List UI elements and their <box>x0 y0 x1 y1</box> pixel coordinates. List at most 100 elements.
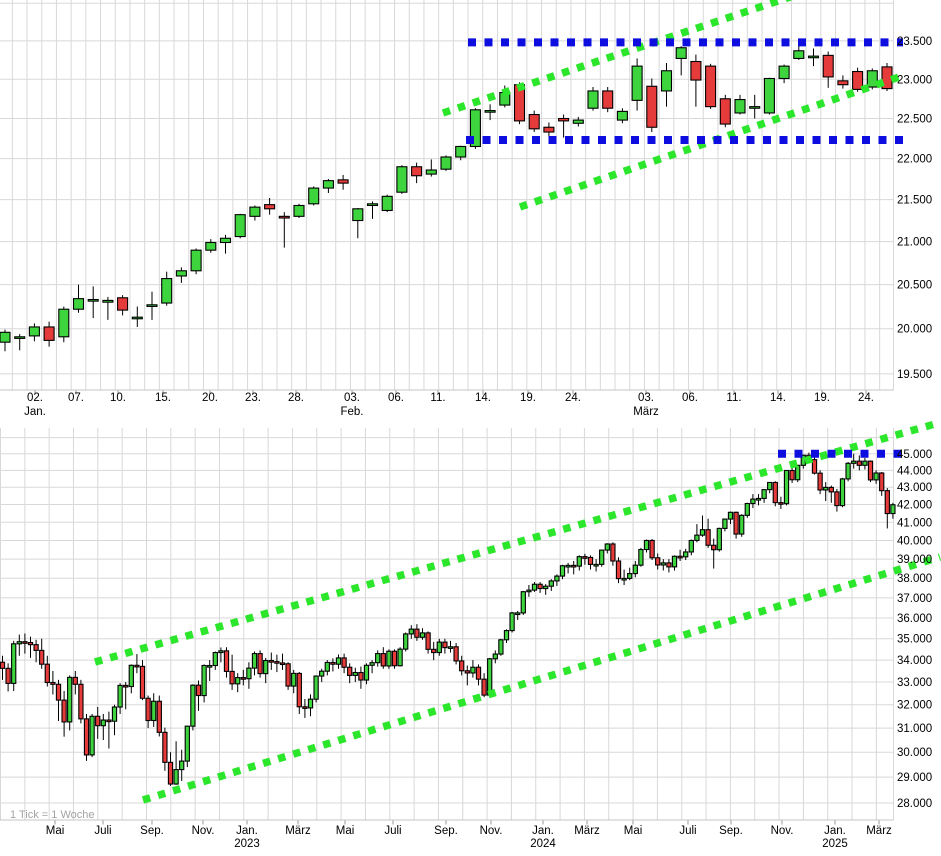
y-axis-label: 40.000 <box>897 535 932 547</box>
candle <box>229 670 235 685</box>
candle <box>212 651 218 667</box>
candle <box>33 644 39 651</box>
candle <box>873 472 879 481</box>
candle <box>795 464 801 481</box>
y-axis-label: 38.000 <box>897 573 932 585</box>
x-axis-label: Sep. <box>719 825 743 837</box>
candle <box>783 469 790 505</box>
candle <box>778 502 784 505</box>
candle <box>72 676 78 685</box>
candle <box>884 490 890 515</box>
y-axis-label: 23.000 <box>897 74 932 86</box>
x-axis-label: 28. <box>288 392 304 404</box>
candle <box>675 47 687 59</box>
trend-channel-lower <box>518 72 904 211</box>
horizontal-gridlines <box>0 437 894 804</box>
x-axis-label: Mai <box>624 825 643 837</box>
candle <box>55 683 62 701</box>
candle <box>526 589 532 593</box>
candle <box>627 573 633 579</box>
candle <box>587 90 599 109</box>
candle <box>50 681 56 685</box>
candle <box>660 70 673 92</box>
candle <box>403 633 409 650</box>
candle <box>734 99 746 114</box>
y-axis-label: 21.000 <box>897 237 932 249</box>
candle <box>711 544 717 551</box>
candle <box>117 684 123 708</box>
candle <box>324 661 330 672</box>
candle <box>727 511 734 520</box>
candle <box>419 632 426 638</box>
candle <box>207 664 213 668</box>
candle <box>834 491 840 507</box>
vertical-gridlines <box>0 428 877 820</box>
candle <box>425 632 431 650</box>
x-axis-period-label: 2024 <box>530 838 556 850</box>
x-axis-label: Nov. <box>192 825 215 837</box>
candle <box>852 70 864 90</box>
candle <box>767 481 773 491</box>
candle <box>397 648 403 667</box>
candle <box>503 630 510 641</box>
candle <box>537 583 543 590</box>
candle <box>78 683 84 720</box>
candle <box>279 662 286 666</box>
candle <box>699 529 706 536</box>
candle <box>234 214 246 238</box>
candle <box>744 502 750 516</box>
candle <box>559 565 566 577</box>
candle <box>131 316 143 320</box>
candle <box>89 715 95 756</box>
candle <box>638 548 644 566</box>
x-axis-label: Jan. <box>236 825 258 837</box>
y-axis-labels: 45.000 44.000 43.000 42.000 41.000 40.000 39.0… <box>897 449 932 810</box>
candle <box>571 564 577 568</box>
y-axis-label: 30.000 <box>897 747 932 759</box>
candle <box>492 653 498 660</box>
candle <box>828 486 834 493</box>
candle <box>205 241 217 251</box>
candle <box>543 585 549 590</box>
x-axis-label: Juli <box>679 825 696 837</box>
x-axis-label: 06. <box>388 392 404 404</box>
candle <box>190 249 202 272</box>
candle <box>582 556 588 559</box>
x-axis-label: 15. <box>155 392 171 404</box>
x-axis-label: 11. <box>430 392 445 404</box>
y-axis-label: 28.000 <box>897 798 932 810</box>
candle <box>660 562 666 566</box>
x-axis-label: Juli <box>384 825 401 837</box>
candle <box>268 659 274 663</box>
candle <box>156 700 162 733</box>
x-axis-period-label: 2023 <box>234 838 260 850</box>
y-axis-label: 36.000 <box>897 613 932 625</box>
candle <box>455 145 467 158</box>
candle <box>39 649 45 665</box>
candle <box>146 304 158 307</box>
candle <box>219 237 232 244</box>
candle <box>246 667 252 680</box>
candle <box>719 98 731 125</box>
candle <box>322 180 334 189</box>
x-axis-label: 24. <box>858 392 874 404</box>
candle <box>358 671 364 681</box>
candle <box>602 90 614 109</box>
candle <box>352 208 364 222</box>
trend-channel-lower <box>141 553 941 804</box>
candle <box>509 612 515 632</box>
candle <box>369 662 375 666</box>
candle <box>330 661 336 665</box>
y-axis-label: 19.500 <box>897 369 932 381</box>
candle <box>749 106 761 109</box>
candle <box>683 551 689 558</box>
candle <box>278 215 290 219</box>
x-axis-label: Mai <box>46 825 65 837</box>
candle <box>179 760 185 771</box>
candle <box>750 498 756 505</box>
candle <box>58 308 70 338</box>
candle <box>447 646 454 649</box>
candle <box>688 539 694 553</box>
x-axis-label: März <box>574 825 600 837</box>
candle <box>134 664 140 668</box>
